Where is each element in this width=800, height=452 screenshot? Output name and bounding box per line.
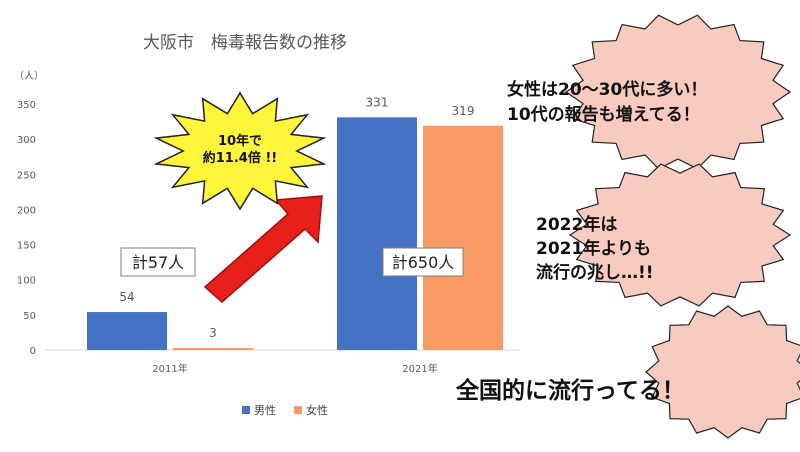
data-labels: 54 3 331 319: [119, 95, 474, 340]
legend-label-female: 女性: [306, 403, 328, 417]
legend-label-male: 男性: [254, 403, 276, 417]
data-label: 319: [452, 104, 475, 118]
y-tick-label: 200: [17, 205, 36, 216]
bubble-3-text: 全国的に流行ってる！: [455, 377, 685, 404]
speech-bubble-1: [564, 14, 792, 170]
burst-text-line1: 10年で: [218, 133, 262, 149]
growth-burst: 10年で 約11.4倍 !!: [153, 91, 327, 211]
data-label: 331: [366, 95, 389, 109]
bubble-3-shape: [645, 305, 800, 439]
bar-male: [337, 117, 417, 351]
y-tick-label: 350: [17, 100, 36, 111]
bubble-1-line1: 女性は20～30代に多い！: [507, 79, 707, 100]
bars: [87, 117, 503, 351]
y-axis-unit: （人）: [14, 70, 44, 82]
legend-swatch-female: [294, 406, 302, 414]
total-label-2021: 計650人: [392, 253, 455, 272]
data-label: 54: [119, 290, 134, 304]
total-label-2011: 計57人: [132, 253, 184, 272]
burst-text-line2: 約11.4倍 !!: [203, 150, 277, 166]
y-tick-label: 50: [23, 311, 36, 322]
speech-bubble-3: [645, 305, 800, 439]
bar-female: [423, 125, 503, 350]
y-tick-label: 0: [30, 346, 36, 357]
bubble-1-shape: [564, 14, 792, 170]
x-tick-label: 2011年: [152, 362, 187, 375]
total-box-2021: 計650人: [382, 247, 464, 277]
bubble-1-line2: 10代の報告も増えてる！: [507, 104, 700, 125]
bar-male: [87, 312, 167, 350]
burst-shape: [153, 91, 327, 211]
y-tick-label: 100: [17, 276, 36, 287]
legend-swatch-male: [242, 406, 250, 414]
growth-arrow: [203, 195, 323, 303]
y-tick-label: 150: [17, 241, 36, 252]
bubble-2-line3: 流行の兆し…!!: [536, 262, 654, 283]
y-tick-label: 300: [17, 135, 36, 146]
speech-bubble-2: [568, 163, 792, 307]
y-axis: 0 50 100 150 200 250 300 350: [17, 100, 36, 357]
chart-title: 大阪市 梅毒報告数の推移: [143, 33, 347, 53]
data-label: 3: [209, 326, 217, 340]
bar-female: [173, 347, 253, 350]
y-tick-label: 250: [17, 170, 36, 181]
x-tick-label: 2021年: [402, 362, 437, 375]
legend: 男性 女性: [242, 403, 328, 417]
bubble-2-shape: [568, 163, 792, 307]
bubble-2-line2: 2021年よりも: [536, 238, 651, 259]
total-box-2011: 計57人: [120, 247, 196, 277]
bubble-2-line1: 2022年は: [536, 214, 617, 235]
x-axis: 2011年 2021年: [152, 362, 437, 375]
